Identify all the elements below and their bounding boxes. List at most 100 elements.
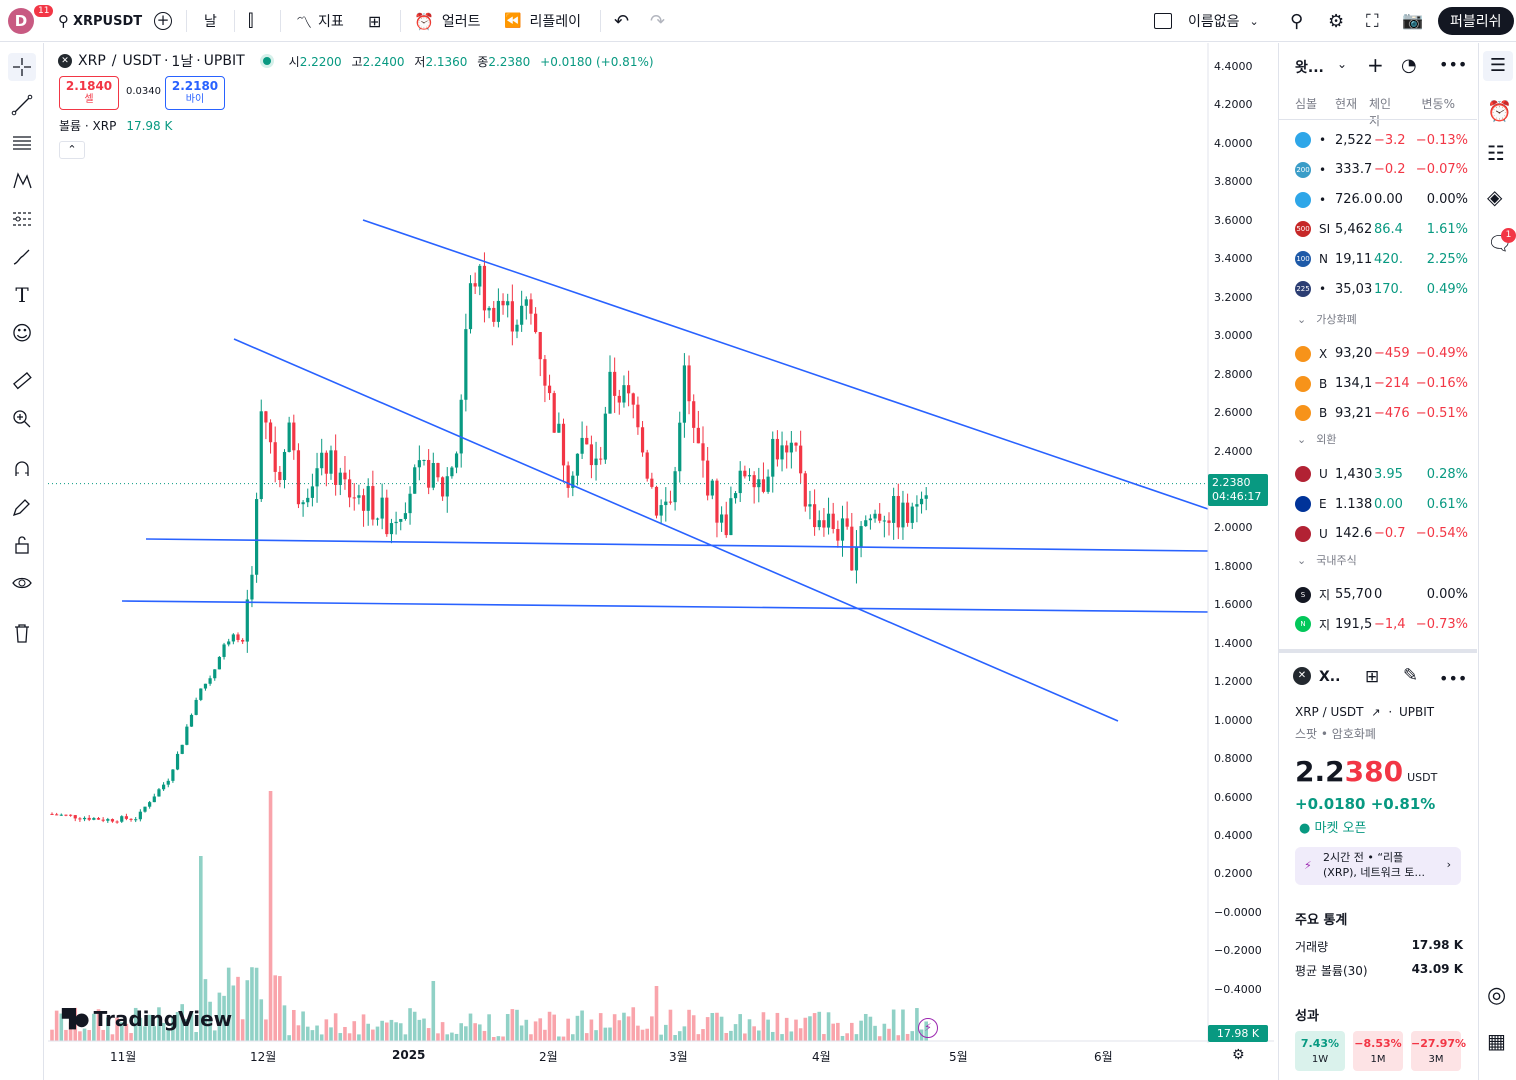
watchlist-section-header[interactable]: ⌄ 외환 (1297, 433, 1337, 447)
volume-bar (496, 1036, 501, 1041)
settings-button[interactable]: ⚙ (1328, 0, 1344, 42)
calendar-toggle[interactable]: ▦ (1487, 1029, 1506, 1053)
watermark-text: TradingView (93, 1007, 233, 1031)
external-link-icon[interactable]: ↗ (1371, 706, 1381, 719)
watchlist-change-pct: −0.73% (1415, 616, 1468, 632)
col-symbol[interactable]: 심볼 (1295, 97, 1318, 111)
user-menu[interactable]: D 11 (8, 0, 55, 42)
candle-body (622, 385, 626, 403)
news-card[interactable]: ⚡ 2시간 전 • “리플 (XRP), 네트워크 토... › (1295, 847, 1461, 885)
fullscreen-button[interactable]: ⛶ (1366, 0, 1379, 42)
brush-tool[interactable] (8, 243, 36, 271)
watchlist-change: 0.00 (1374, 496, 1403, 512)
watchlist-row[interactable]: S 지 55,70 0 0.00% (1279, 580, 1477, 610)
volume-bar (603, 1027, 608, 1041)
col-change-pct[interactable]: 변동% (1421, 97, 1455, 111)
watchlist-row[interactable]: 100 N 19,11 420. 2.25% (1279, 244, 1477, 274)
watchlist-row[interactable]: E 1.138 0.00 0.61% (1279, 489, 1477, 519)
watchlist-title[interactable]: 왓... (1295, 60, 1324, 76)
text-tool[interactable]: T (8, 281, 36, 309)
buy-button[interactable]: 2.2180 바이 (165, 76, 225, 110)
layers-toggle[interactable]: ◈ (1487, 185, 1502, 209)
snapshot-button[interactable]: 📷 (1402, 0, 1423, 42)
replay-button[interactable]: ⏪ 리플레이 (504, 0, 581, 42)
watchlist-row[interactable]: 500 SI 5,462 86.4 1.61% (1279, 214, 1477, 244)
measure-tool[interactable] (8, 367, 36, 395)
performance-card[interactable]: −27.97% 3M (1411, 1031, 1466, 1071)
candle-body (887, 520, 891, 523)
watchlist-row[interactable]: N 지 191,5 −1,4 −0.73% (1279, 609, 1477, 639)
alerts-toggle[interactable]: ⏰ (1487, 99, 1512, 123)
quick-search-button[interactable]: ⚲ (1290, 0, 1303, 42)
details-edit-button[interactable]: ✎ (1403, 665, 1418, 686)
watchlist-row[interactable]: 225 • 35,03 170. 0.49% (1279, 274, 1477, 304)
crosshair-tool[interactable] (8, 53, 36, 81)
watchlist-row[interactable]: B 134,1 −214 −0.16% (1279, 369, 1477, 399)
symbol-search-button[interactable]: ⚲ XRPUSDT (58, 0, 142, 42)
magnet-tool[interactable] (8, 455, 36, 483)
watchlist-section-header[interactable]: ⌄ 가상화폐 (1297, 312, 1357, 326)
price-axis-label: 1.6000 (1214, 598, 1253, 612)
watchlist-dropdown[interactable]: ⌄ (1337, 57, 1347, 71)
watchlist-row[interactable]: X 93,20 −459 −0.49% (1279, 339, 1477, 369)
candle-body (259, 411, 263, 500)
watchlist-toggle[interactable]: ☰ (1483, 51, 1513, 81)
zoom-tool[interactable] (8, 405, 36, 433)
col-change[interactable]: 체인지 (1369, 97, 1392, 128)
performance-card[interactable]: −8.53% 1M (1353, 1031, 1403, 1071)
market-status[interactable]: ● 마켓 오픈 (1299, 821, 1367, 836)
axis-settings-button[interactable]: ⚙ (1232, 1047, 1245, 1063)
compare-button[interactable]: + (154, 0, 172, 42)
legend-pair[interactable]: XRP (78, 53, 106, 69)
advanced-view-button[interactable]: ◔ (1401, 55, 1417, 76)
watchlist-header: 심볼 현재 체인지 변동% (1295, 95, 1475, 129)
performance-card[interactable]: 7.43% 1W (1295, 1031, 1345, 1071)
details-pair-link[interactable]: XRP / USDT (1295, 705, 1364, 719)
collapse-legend-button[interactable]: ⌃ (59, 141, 85, 159)
lock-all-tool[interactable] (8, 531, 36, 559)
add-symbol-button[interactable]: + (1367, 53, 1384, 77)
candle-body (69, 814, 73, 816)
watchlist-row[interactable]: U 142.6 −0.7 −0.54% (1279, 519, 1477, 549)
alerts-button[interactable]: ⏰ 얼러트 (414, 0, 481, 42)
details-grid-button[interactable]: ⊞ (1365, 667, 1379, 687)
more-button[interactable]: ••• (1439, 55, 1467, 74)
watchlist-row[interactable]: U 1,430 3.95 0.28% (1279, 459, 1477, 489)
chart-pane[interactable]: ✕ XRP / USDT · 1날 · UPBIT 시2.2200 고2.240… (48, 43, 1274, 1075)
interval-button[interactable]: 날 (204, 14, 217, 30)
price-chart[interactable] (48, 43, 1274, 1075)
details-more-button[interactable]: ••• (1439, 669, 1467, 688)
publish-button[interactable]: 퍼블리쉬 (1438, 7, 1514, 35)
col-last[interactable]: 현재 (1335, 97, 1358, 111)
watchlist-row[interactable]: 200 • 333.7 −0.2 −0.07% (1279, 155, 1477, 185)
candle-body (901, 502, 905, 528)
pattern-tool[interactable] (8, 167, 36, 195)
volume-bar (352, 1021, 357, 1041)
fib-tool[interactable] (8, 129, 36, 157)
watchlist-row[interactable]: • 2,522 −3.2 −0.13% (1279, 125, 1477, 155)
avatar[interactable]: D (8, 8, 34, 34)
volume-bar (836, 1022, 840, 1041)
layout-select[interactable]: 이름없음 ⌄ (1154, 0, 1259, 42)
chart-type-button[interactable]: ⫿ (248, 0, 253, 42)
hide-tool[interactable] (8, 569, 36, 597)
candle-body (627, 385, 631, 394)
projection-tool[interactable] (8, 205, 36, 233)
signals-toggle[interactable]: ◎ (1487, 983, 1506, 1008)
watchlist-row[interactable]: • 726.0 0.00 0.00% (1279, 185, 1477, 215)
redo-button[interactable]: ↷ (650, 0, 665, 42)
delete-tool[interactable] (8, 619, 36, 647)
lightning-event-icon[interactable]: ⚡ (918, 1018, 938, 1038)
undo-button[interactable]: ↶ (614, 0, 629, 42)
tradingview-watermark[interactable]: ▜● TradingView (62, 1007, 232, 1031)
trendline-tool[interactable] (8, 91, 36, 119)
lock-drawing-tool[interactable] (8, 493, 36, 521)
sell-button[interactable]: 2.1840 셀 (59, 76, 119, 110)
object-tree-toggle[interactable]: ☷ (1487, 141, 1505, 165)
templates-button[interactable]: ⊞ (368, 0, 381, 42)
emoji-tool[interactable]: ☺ (8, 319, 36, 347)
watchlist-section-header[interactable]: ⌄ 국내주식 (1297, 553, 1357, 567)
indicators-button[interactable]: 〽 지표 (296, 0, 344, 42)
details-short-name[interactable]: X.. (1319, 669, 1341, 685)
watchlist-row[interactable]: B 93,21 −476 −0.51% (1279, 398, 1477, 428)
